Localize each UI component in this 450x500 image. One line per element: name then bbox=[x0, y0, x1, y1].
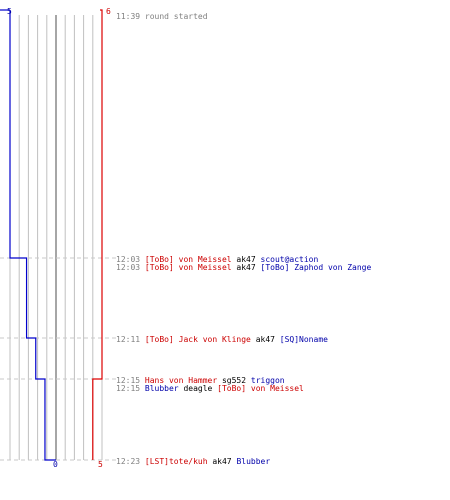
event-player-name: [LST]tote/kuh bbox=[144, 457, 208, 466]
blue-team-count-line bbox=[9, 10, 56, 461]
event-weapon: deagle bbox=[178, 384, 218, 393]
event-player-name: [ToBo] von Meissel bbox=[217, 384, 304, 393]
event-message: round started bbox=[144, 12, 208, 21]
event-time: 12:03 bbox=[116, 255, 145, 264]
event-player-name: [ToBo] von Meissel bbox=[144, 255, 232, 264]
event-player-name: triggon bbox=[250, 376, 285, 385]
event-player-name: Hans von Hammer bbox=[144, 376, 218, 385]
event-weapon: sg552 bbox=[217, 376, 251, 385]
blue-team-start-count: 5 bbox=[7, 7, 12, 16]
event-weapon: ak47 bbox=[231, 263, 261, 272]
event-time: 12:15 bbox=[116, 376, 145, 385]
event-player-name: [ToBo] von Meissel bbox=[144, 263, 232, 272]
event-player-name: [ToBo] Jack von Klinge bbox=[144, 335, 251, 344]
event-player-name: [ToBo] Zaphod von Zange bbox=[260, 263, 372, 272]
event-row: 12:03 [ToBo] von Meissel ak47 scout@acti… bbox=[116, 255, 318, 264]
event-time: 12:03 bbox=[116, 263, 145, 272]
event-weapon: ak47 bbox=[250, 335, 280, 344]
red-team-start-count: 6 bbox=[106, 7, 111, 16]
event-dashed-guides bbox=[0, 257, 116, 461]
event-row: 12:11 [ToBo] Jack von Klinge ak47 [SQ]No… bbox=[116, 335, 328, 344]
red-team-count-line bbox=[92, 9, 103, 460]
event-player-name: Blubber bbox=[236, 457, 271, 466]
event-time: 11:39 bbox=[116, 12, 145, 21]
event-player-name: scout@action bbox=[260, 255, 319, 264]
event-row: 12:23 [LST]tote/kuh ak47 Blubber bbox=[116, 457, 270, 466]
event-time: 12:11 bbox=[116, 335, 145, 344]
event-row: 12:03 [ToBo] von Meissel ak47 [ToBo] Zap… bbox=[116, 263, 371, 272]
blue-team-end-count: 0 bbox=[53, 460, 58, 469]
event-row: 12:15 Blubber deagle [ToBo] von Meissel bbox=[116, 384, 304, 393]
timeline-grid bbox=[9, 15, 103, 460]
event-row: 12:15 Hans von Hammer sg552 triggon bbox=[116, 376, 285, 385]
event-player-name: [SQ]Noname bbox=[279, 335, 328, 344]
event-weapon: ak47 bbox=[207, 457, 237, 466]
event-player-name: Blubber bbox=[144, 384, 179, 393]
red-team-end-count: 5 bbox=[98, 460, 103, 469]
event-time: 12:23 bbox=[116, 457, 145, 466]
event-row: 11:39 round started bbox=[116, 12, 208, 21]
team-count-lines bbox=[0, 9, 103, 461]
event-weapon: ak47 bbox=[231, 255, 261, 264]
event-time: 12:15 bbox=[116, 384, 145, 393]
